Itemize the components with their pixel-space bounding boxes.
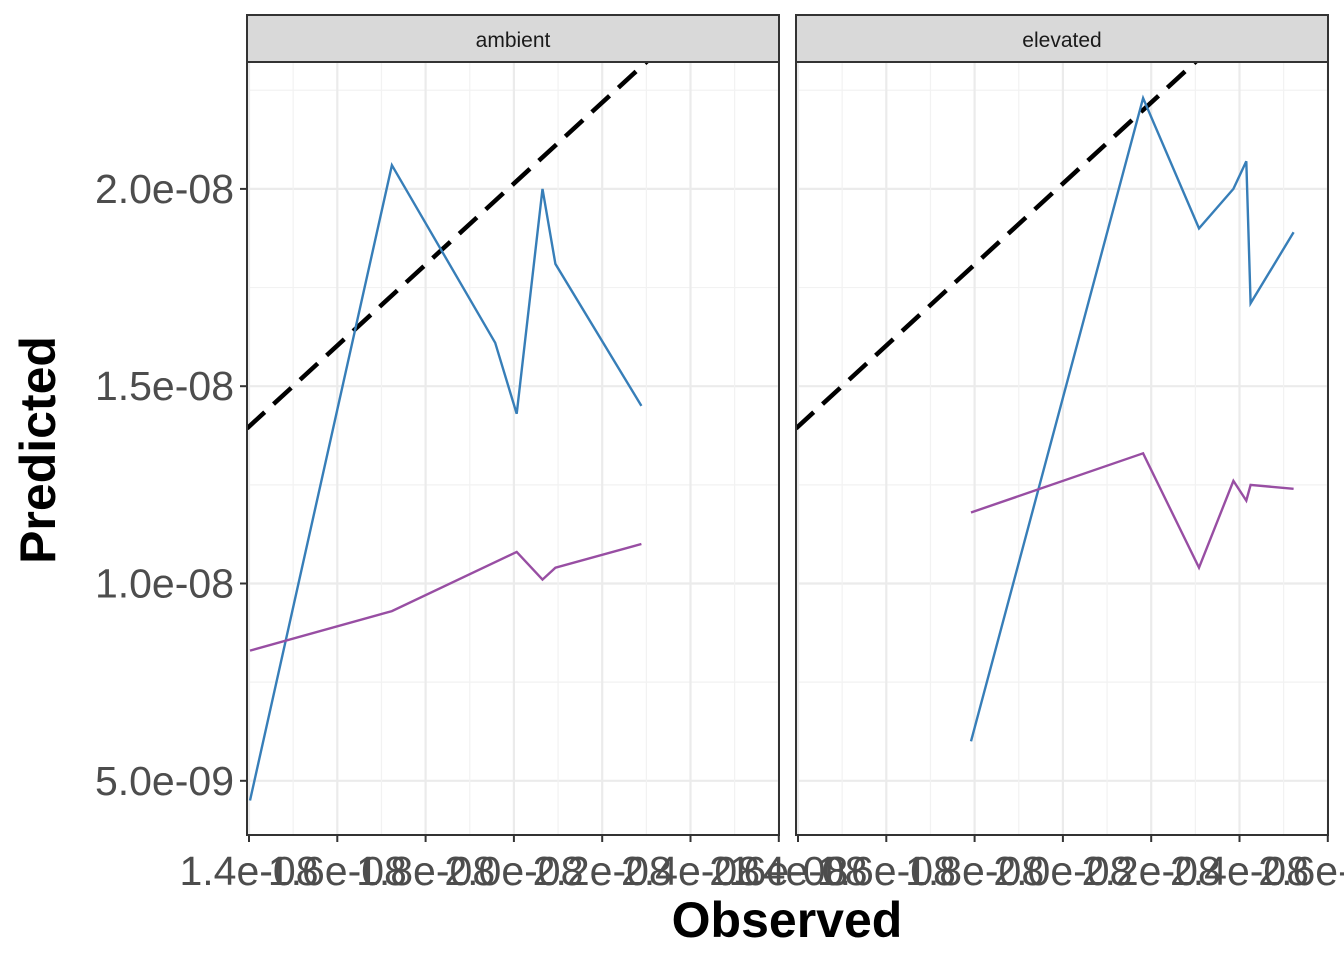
series-line-purple [249, 542, 642, 652]
gridlines [247, 62, 779, 835]
x-tick-label: 1.4e-08 [179, 848, 318, 894]
data-layer [247, 62, 650, 801]
facet-panel-elevated: elevated 1.4e-081.6e-081.8e-082.0e-082.2e… [728, 14, 1344, 894]
x-tick-label: 1.8e-08 [905, 848, 1044, 894]
y-tick-label: 1.0e-08 [95, 561, 234, 607]
facet-strip-label: ambient [476, 29, 551, 52]
facet-strip [246, 14, 780, 63]
facet-strip-label: elevated [1022, 29, 1101, 52]
x-tick-label: 1.6e-08 [268, 848, 407, 894]
x-axis-title: Observed [672, 892, 903, 948]
facet-panel-ambient: ambient1.4e-081.6e-081.8e-082.0e-082.2e-… [95, 14, 848, 894]
x-tick-label: 2.6e-08 [1258, 848, 1344, 894]
y-tick-label: 2.0e-08 [95, 166, 234, 212]
series-line-blue [248, 161, 643, 801]
y-tick-label: 1.5e-08 [95, 363, 234, 409]
x-tick-label: 2.6e-08 [709, 848, 848, 894]
facet-strip [795, 14, 1329, 63]
facet-panels: ambient1.4e-081.6e-081.8e-082.0e-082.2e-… [95, 14, 1344, 894]
x-tick-label: 2.4e-08 [621, 848, 760, 894]
x-tick-label: 2.4e-08 [1170, 848, 1309, 894]
x-tick-label: 2.2e-08 [1082, 848, 1221, 894]
x-tick-label: 1.4e-08 [728, 848, 867, 894]
x-tick-label: 1.6e-08 [817, 848, 956, 894]
x-tick-label: 2.0e-08 [993, 848, 1132, 894]
y-axis-title: Predicted [10, 336, 66, 564]
x-tick-label: 1.8e-08 [356, 848, 495, 894]
identity-reference-line [247, 62, 650, 431]
y-tick-label: 5.0e-09 [95, 758, 234, 804]
series-line-blue [969, 94, 1295, 742]
series-line-purple [970, 451, 1294, 571]
x-tick-label: 2.0e-08 [444, 848, 583, 894]
x-tick-label: 2.2e-08 [533, 848, 672, 894]
data-layer [796, 62, 1295, 742]
identity-reference-line [796, 62, 1199, 431]
